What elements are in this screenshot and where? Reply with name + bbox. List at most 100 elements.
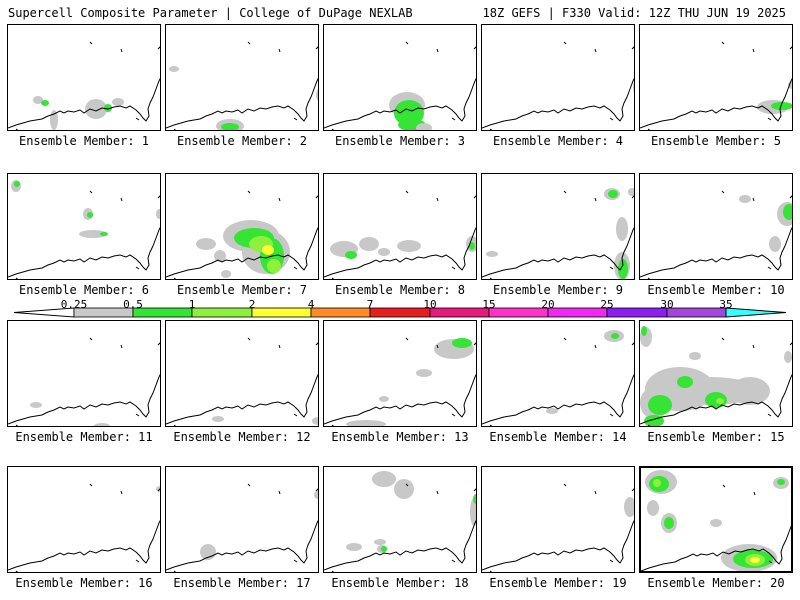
border-segment — [609, 413, 614, 417]
scp-contour-area — [79, 230, 107, 238]
border-segment — [451, 266, 456, 270]
scp-contour-area — [784, 351, 792, 363]
border-segment — [15, 424, 19, 426]
map-canvas — [324, 190, 476, 279]
border-segment — [753, 491, 756, 496]
ensemble-member-label: Ensemble Member: 2 — [176, 134, 308, 148]
ensemble-member-map — [323, 173, 477, 280]
border-segment — [157, 46, 160, 50]
scp-contour-area — [314, 491, 318, 499]
border-segment — [436, 344, 439, 349]
colorbar-tick-label: 0.5 — [123, 298, 143, 311]
scp-contour-area — [473, 494, 476, 504]
ensemble-member-label: Ensemble Member: 18 — [331, 576, 469, 590]
coastline — [324, 77, 476, 129]
scp-contour-area — [378, 248, 390, 256]
border-segment — [135, 117, 140, 121]
scp-contour-area — [769, 236, 781, 252]
border-segment — [473, 46, 476, 50]
border-segment — [315, 342, 318, 346]
colorbar-tick-label: 2 — [248, 298, 256, 311]
scp-contour-area — [221, 270, 231, 278]
map-canvas — [8, 180, 160, 279]
border-segment — [247, 483, 251, 487]
map-canvas — [640, 326, 792, 426]
border-segment — [563, 483, 567, 487]
border-segment — [436, 197, 439, 202]
border-segment — [293, 559, 298, 563]
coastline — [8, 373, 160, 425]
scp-contour-area — [710, 519, 722, 527]
scp-contour-area — [705, 392, 727, 408]
scp-contour-area — [397, 240, 421, 252]
colorbar-segment — [488, 307, 549, 318]
scp-contour-area — [783, 204, 792, 220]
scp-contour-area — [633, 81, 634, 93]
ensemble-member-map — [7, 24, 161, 131]
scp-contour-area — [379, 396, 389, 402]
border-segment — [315, 46, 318, 50]
scp-contour-area — [546, 408, 558, 414]
ensemble-member-label: Ensemble Member: 10 — [647, 283, 785, 297]
colorbar-tick-label: 20 — [541, 298, 555, 311]
scp-contour-area — [730, 377, 770, 405]
scp-contour-area — [641, 326, 647, 336]
ensemble-member-label: Ensemble Member: 3 — [334, 134, 466, 148]
scp-contour-area — [267, 259, 281, 273]
border-segment — [293, 413, 298, 417]
border-segment — [120, 197, 123, 202]
coastline — [166, 226, 318, 278]
ensemble-member-map — [323, 466, 477, 573]
border-segment — [15, 570, 19, 572]
border-segment — [120, 490, 123, 495]
border-segment — [89, 483, 93, 487]
coastline — [8, 519, 160, 571]
border-segment — [609, 117, 614, 121]
scp-contour-area — [486, 251, 498, 257]
border-segment — [89, 337, 93, 341]
scp-contour-area — [41, 100, 49, 106]
border-segment — [278, 48, 281, 53]
scp-contour-area — [381, 546, 387, 552]
border-segment — [135, 559, 140, 563]
scp-contour-area — [611, 333, 619, 339]
scp-contour-area — [14, 181, 20, 187]
coastline — [640, 373, 792, 425]
border-segment — [647, 424, 651, 426]
border-segment — [647, 128, 651, 130]
ensemble-member-map — [323, 24, 477, 131]
coastline — [482, 77, 634, 129]
border-segment — [609, 559, 614, 563]
border-segment — [752, 48, 755, 53]
border-segment — [247, 337, 251, 341]
scp-contour-area — [716, 398, 724, 404]
border-segment — [405, 190, 409, 194]
ensemble-member-map — [481, 320, 635, 427]
colorbar-segment — [251, 307, 312, 318]
border-segment — [563, 41, 567, 45]
scp-contour-area — [221, 123, 239, 130]
border-segment — [173, 424, 177, 426]
scp-contour-area — [394, 479, 414, 499]
border-segment — [594, 490, 597, 495]
border-segment — [278, 344, 281, 349]
colorbar-segment — [191, 307, 253, 318]
border-segment — [768, 560, 773, 564]
scp-contour-area — [345, 251, 357, 259]
border-segment — [789, 46, 792, 50]
scp-contour-area — [33, 96, 43, 104]
border-segment — [89, 41, 93, 45]
scp-contour-area — [112, 98, 124, 106]
map-canvas — [166, 483, 318, 572]
map-canvas — [640, 41, 792, 130]
scp-contour-area — [470, 498, 476, 526]
colorbar-tick-label: 7 — [366, 298, 374, 311]
scp-contour-area — [85, 99, 107, 119]
scp-contour-area — [316, 89, 318, 101]
scp-contour-area — [647, 500, 659, 516]
colorbar-segment — [547, 307, 608, 318]
coastline — [324, 226, 476, 278]
map-title: Supercell Composite Parameter | College … — [8, 6, 413, 20]
scp-contour-area — [30, 402, 42, 408]
map-canvas — [324, 41, 476, 130]
